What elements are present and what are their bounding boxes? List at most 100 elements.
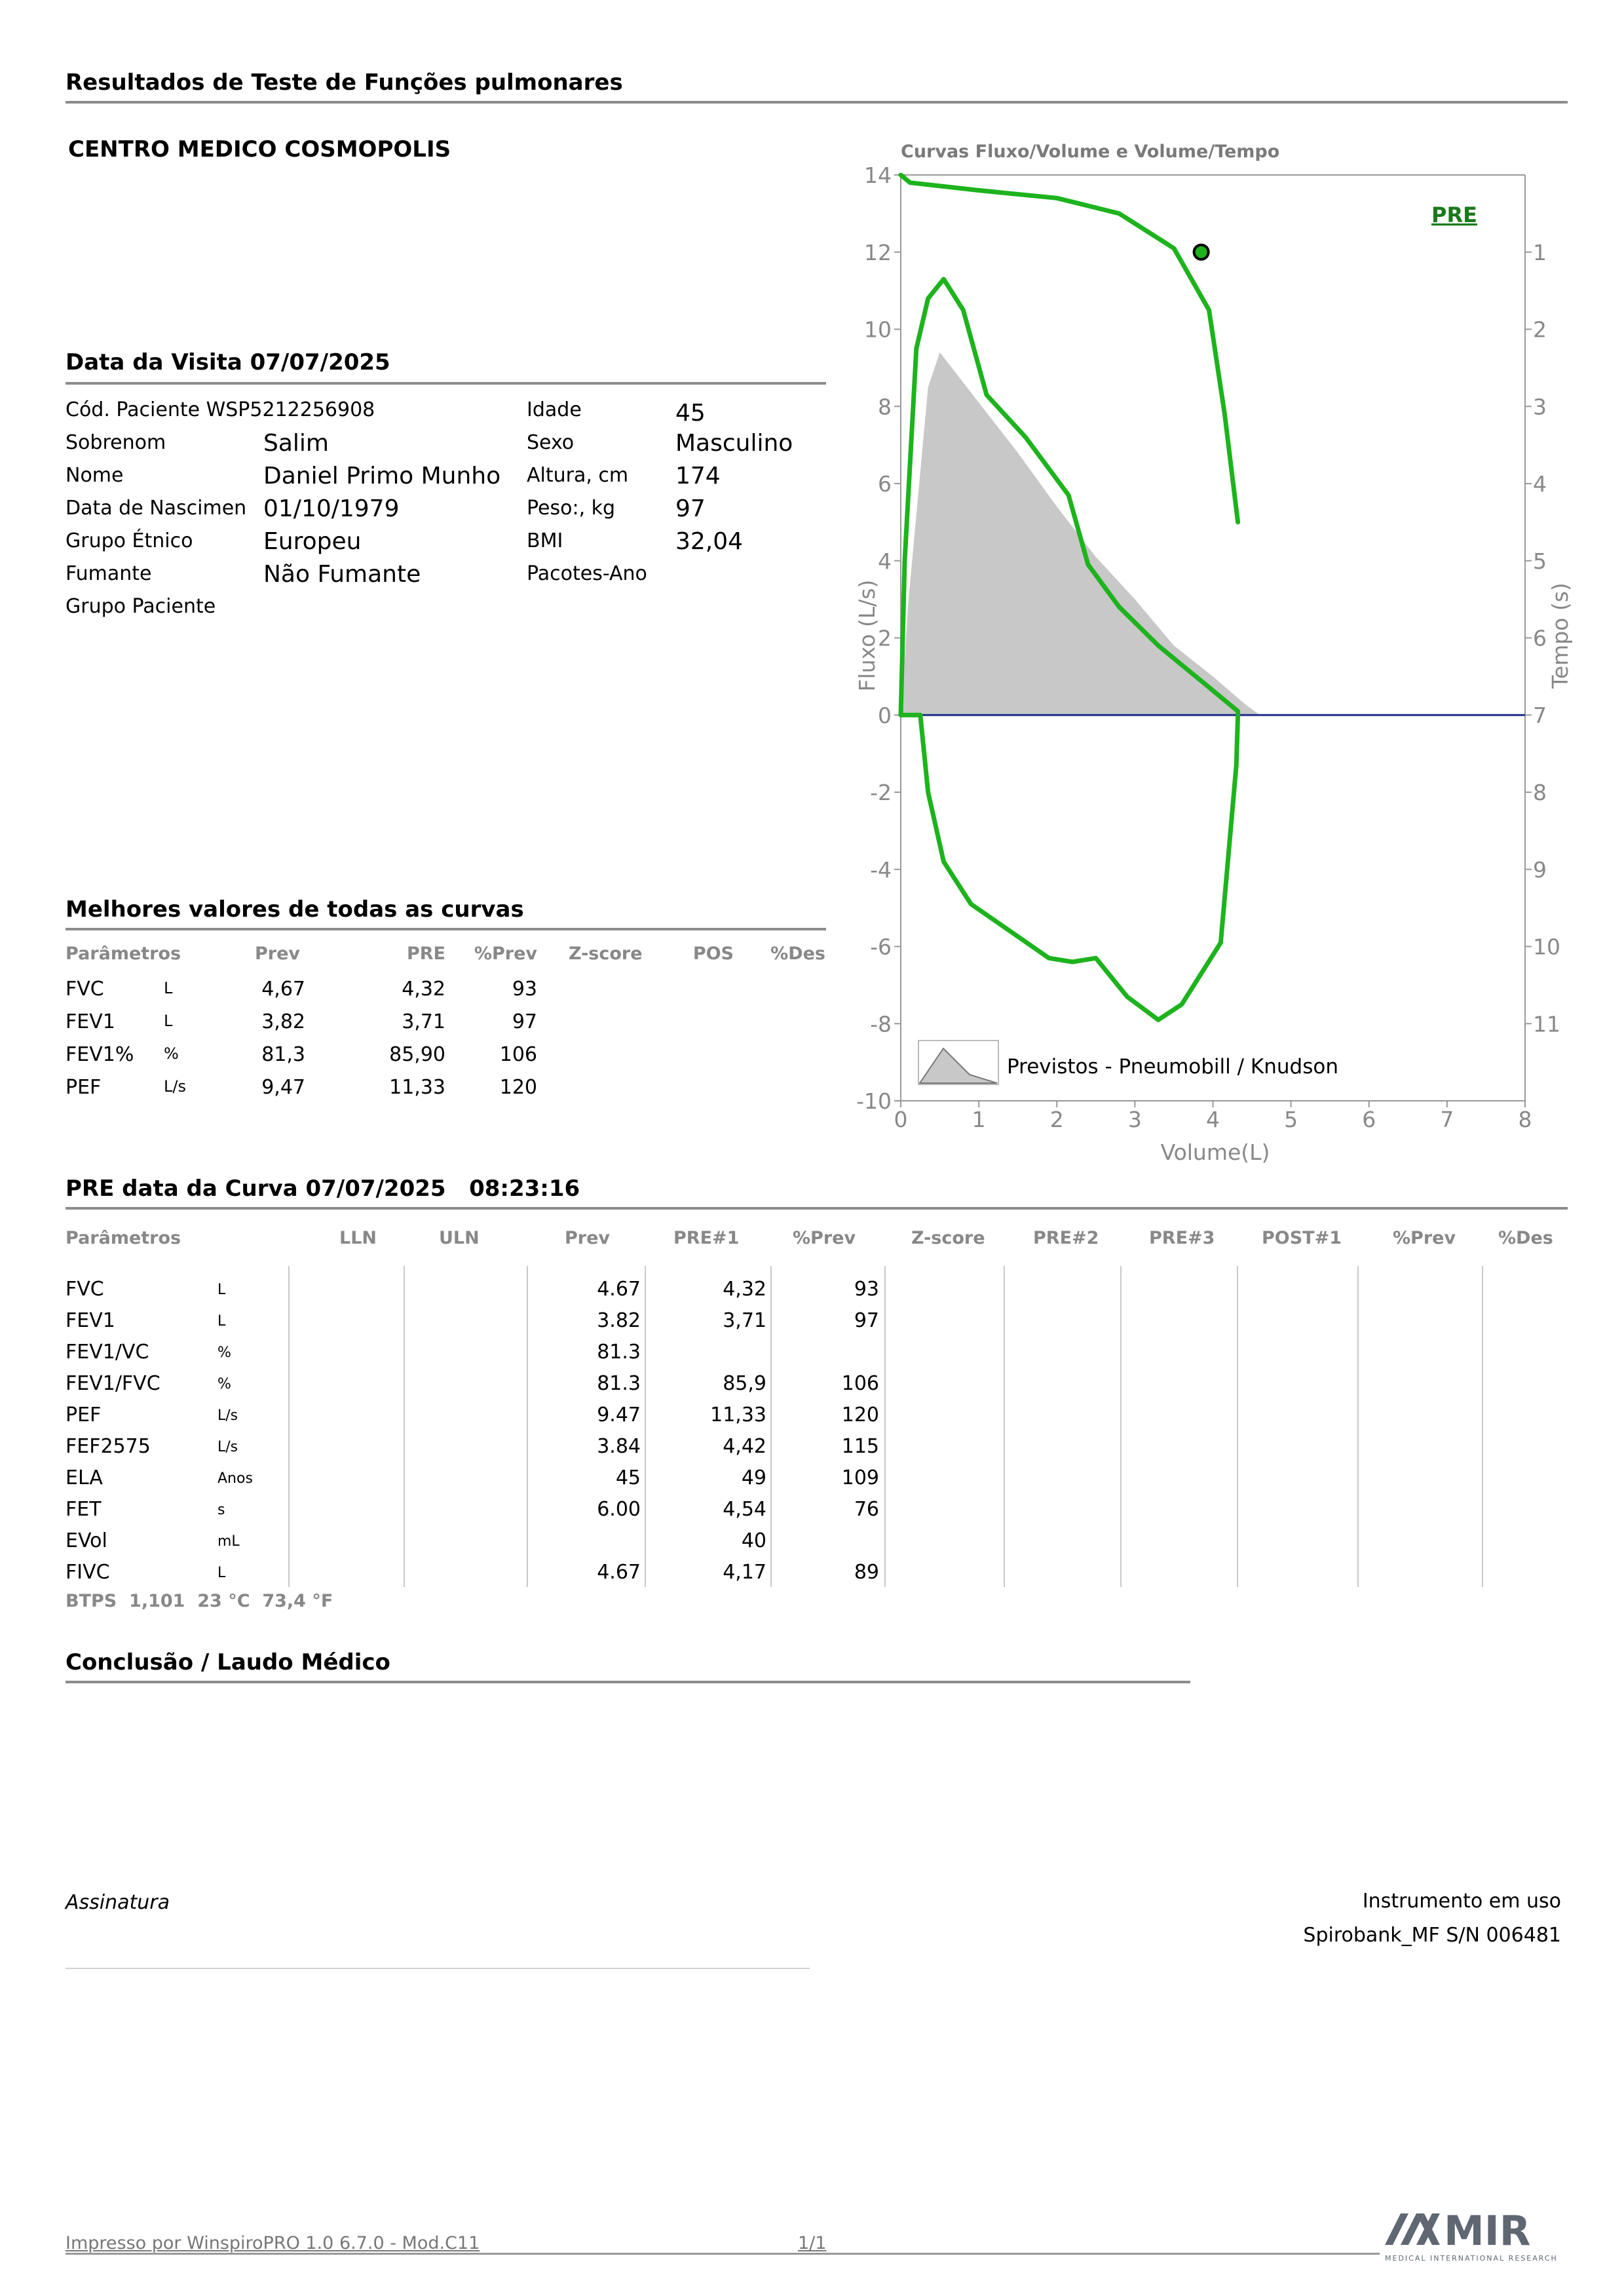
pre-value: 4,32 bbox=[402, 978, 445, 1001]
pct-prev-value: 89 bbox=[854, 1561, 879, 1584]
logo-text: MIR bbox=[1444, 2208, 1531, 2255]
height-value: 174 bbox=[675, 463, 721, 489]
conclusion-heading: Conclusão / Laudo Médico bbox=[66, 1649, 390, 1675]
column-divider bbox=[1120, 1266, 1122, 1587]
prev-value: 3.82 bbox=[597, 1309, 641, 1332]
pre1-value: 4,17 bbox=[723, 1561, 766, 1584]
param-unit: L bbox=[217, 1313, 226, 1330]
table-row: PEF L/s 9,47 11,33 120 bbox=[66, 1076, 825, 1107]
bmi-label: BMI bbox=[527, 529, 563, 552]
x-axis-label: Volume(L) bbox=[1161, 1139, 1270, 1165]
height-label: Altura, cm bbox=[527, 464, 629, 487]
y-axis-label: Fluxo (L/s) bbox=[854, 580, 880, 692]
prev-value: 4.67 bbox=[597, 1278, 641, 1301]
best-header-pos: POS bbox=[692, 944, 734, 964]
param-name: FVC bbox=[66, 1278, 104, 1301]
y-tick-label: 0 bbox=[878, 702, 892, 728]
curve-table: Parâmetros LLN ULN Prev PRE#1 %Prev Z-sc… bbox=[66, 1225, 1568, 1592]
param-name: FEV1/FVC bbox=[66, 1372, 161, 1395]
prev-value: 6.00 bbox=[597, 1498, 641, 1521]
pre1-value: 4,42 bbox=[723, 1435, 766, 1458]
param-name: EVol bbox=[66, 1529, 107, 1552]
curve-heading: PRE data da Curva 07/07/2025 08:23:16 bbox=[66, 1176, 580, 1202]
y-tick-label: -10 bbox=[856, 1088, 892, 1114]
x-tick-label: 5 bbox=[1284, 1107, 1298, 1132]
fev1-marker bbox=[1192, 243, 1210, 261]
report-title: Resultados de Teste de Funções pulmonare… bbox=[66, 69, 623, 96]
pct-prev-value: 97 bbox=[854, 1309, 879, 1332]
best-header-pre: PRE bbox=[406, 944, 445, 964]
column-divider bbox=[288, 1266, 290, 1587]
curve-header-param: Parâmetros bbox=[66, 1228, 181, 1248]
conclusion-divider bbox=[66, 1681, 1190, 1683]
signature-line bbox=[66, 1968, 810, 1969]
y2-tick-label: 6 bbox=[1533, 626, 1547, 651]
volume-time-curve bbox=[898, 172, 1241, 525]
patient-info: Cód. Paciente WSP5212256908 Sobrenom Sal… bbox=[66, 396, 825, 632]
table-row: FVC L 4.67 4,32 93 bbox=[66, 1276, 1568, 1308]
param-name: FEF2575 bbox=[66, 1435, 151, 1458]
prev-value: 4,67 bbox=[261, 978, 305, 1001]
x-tick-label: 1 bbox=[972, 1107, 986, 1132]
mir-logo-mark: MIR MEDICAL INTERNATIONAL RESEARCH bbox=[1385, 2207, 1557, 2263]
footer-printed-by: Impresso por WinspiroPRO 1.0 6.7.0 - Mod… bbox=[66, 2233, 480, 2253]
pct-prev-value: 106 bbox=[841, 1372, 879, 1395]
table-row: FIVC L 4.67 4,17 89 bbox=[66, 1559, 1568, 1591]
param-unit: L bbox=[217, 1565, 226, 1581]
footer-line bbox=[66, 2253, 1380, 2255]
y2-tick-label: 3 bbox=[1533, 394, 1547, 419]
table-row: EVol mL 40 bbox=[66, 1528, 1568, 1559]
curve-header-pre1: PRE#1 bbox=[673, 1228, 740, 1248]
pre1-value: 49 bbox=[741, 1466, 766, 1489]
surname-label: Sobrenom bbox=[66, 431, 166, 454]
table-row: FEV1/FVC% 81.3 85,9 106 bbox=[66, 1371, 1568, 1402]
patient-group-label: Grupo Paciente bbox=[66, 595, 216, 618]
best-header-zscore: Z-score bbox=[569, 944, 643, 964]
prev-value: 3.84 bbox=[597, 1435, 641, 1458]
ethnic-group-label: Grupo Étnico bbox=[66, 529, 193, 552]
param-name: FEV1% bbox=[66, 1043, 134, 1066]
birthdate-label: Data de Nascimen bbox=[66, 497, 247, 520]
y-tick-label: 10 bbox=[864, 317, 892, 343]
table-row: FVC L 4,67 4,32 93 bbox=[66, 978, 825, 1009]
y2-tick-label: 10 bbox=[1533, 934, 1560, 960]
table-row: FEV1/VC% 81.3 bbox=[66, 1339, 1568, 1371]
prev-value: 81.3 bbox=[597, 1341, 641, 1364]
table-row: FEV1 L 3.82 3,71 97 bbox=[66, 1308, 1568, 1339]
param-name: ELA bbox=[66, 1466, 103, 1489]
x-tick-label: 4 bbox=[1206, 1107, 1220, 1132]
table-row: FET s 6.00 4,54 76 bbox=[66, 1497, 1568, 1528]
prev-value: 9,47 bbox=[261, 1076, 305, 1099]
table-row: ELA Anos 45 49 109 bbox=[66, 1465, 1568, 1497]
curve-header-pct-prev-post: %Prev bbox=[1393, 1228, 1456, 1248]
best-values-divider bbox=[66, 928, 826, 930]
prev-value: 9.47 bbox=[597, 1404, 641, 1426]
column-divider bbox=[770, 1266, 772, 1587]
pct-prev-value: 109 bbox=[841, 1466, 879, 1489]
pre1-value: 4,54 bbox=[723, 1498, 766, 1521]
birthdate-value: 01/10/1979 bbox=[263, 495, 400, 522]
curve-header-pct-des: %Des bbox=[1498, 1228, 1553, 1248]
pre1-value: 4,32 bbox=[723, 1278, 766, 1301]
pct-prev-value: 76 bbox=[854, 1498, 879, 1521]
param-unit: % bbox=[217, 1376, 231, 1392]
visit-divider bbox=[66, 382, 826, 385]
param-name: FEV1 bbox=[66, 1010, 115, 1033]
column-divider bbox=[1482, 1266, 1483, 1587]
pct-prev-value: 115 bbox=[841, 1435, 879, 1458]
table-row: FEF2575 L/s 3.84 4,42 115 bbox=[66, 1434, 1568, 1465]
pct-prev-value: 97 bbox=[512, 1010, 537, 1033]
y2-tick-label: 5 bbox=[1533, 548, 1547, 574]
y2-tick-label: 8 bbox=[1533, 780, 1547, 805]
y-tick-label: -6 bbox=[870, 934, 892, 960]
y-tick-label: 12 bbox=[864, 240, 892, 265]
chart-title: Curvas Fluxo/Volume e Volume/Tempo bbox=[901, 142, 1279, 162]
param-unit: L/s bbox=[217, 1407, 238, 1424]
param-unit: L bbox=[164, 1012, 173, 1030]
curve-header-pct-prev: %Prev bbox=[793, 1228, 856, 1248]
param-name: FEV1 bbox=[66, 1309, 115, 1332]
pre1-value: 3,71 bbox=[723, 1309, 766, 1332]
best-header-param: Parâmetros bbox=[66, 944, 181, 964]
table-row: FEV1% % 81,3 85,90 106 bbox=[66, 1043, 825, 1075]
chart-legend: Previstos - Pneumobill / Knudson bbox=[918, 1040, 1338, 1085]
